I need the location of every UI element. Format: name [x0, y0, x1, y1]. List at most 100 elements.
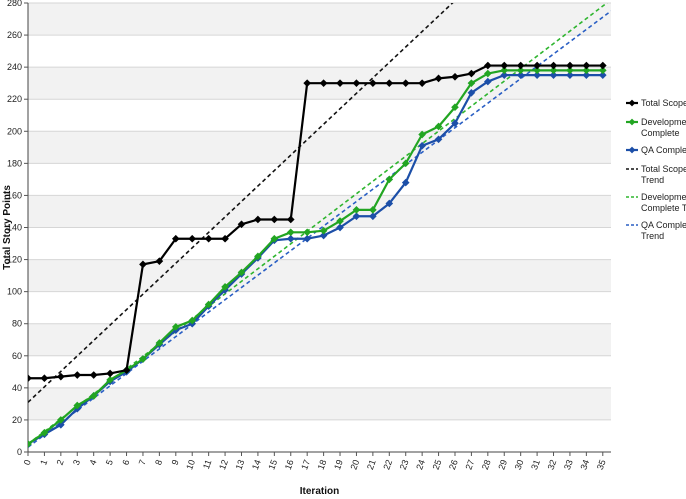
total-scope-point — [303, 79, 312, 88]
x-tick-label: 15 — [266, 458, 279, 471]
total-scope-point — [566, 61, 574, 70]
x-tick-label: 25 — [431, 458, 444, 471]
total-scope-point — [155, 257, 164, 265]
total-scope-point — [122, 366, 131, 375]
series-layer — [28, 3, 611, 448]
total-scope-point — [451, 72, 459, 81]
y-tick-label: 40 — [12, 383, 22, 393]
total-scope-point — [484, 61, 492, 70]
total-scope-point — [533, 61, 541, 70]
qa-complete-point — [352, 212, 361, 221]
development-complete-point — [566, 66, 574, 75]
legend-item-qa-complete: QA Complete — [626, 145, 686, 155]
qa-complete-point — [451, 119, 459, 128]
development-complete-point — [336, 217, 344, 225]
x-tick-label: 9 — [170, 458, 181, 466]
qa-complete-point — [516, 71, 525, 79]
x-tick-label: 33 — [562, 458, 575, 471]
y-tick-label: 260 — [7, 30, 22, 40]
x-tick-label: 23 — [398, 458, 411, 471]
legend-label: Trend — [641, 231, 664, 241]
development-complete-point — [369, 206, 377, 214]
x-tick-label: 18 — [316, 458, 329, 471]
total-scope-point — [369, 79, 377, 88]
development-complete-point — [221, 283, 229, 291]
plot-band — [28, 323, 611, 356]
y-tick-label: 80 — [12, 319, 22, 329]
qa-complete-point — [582, 71, 591, 79]
development-complete-point — [204, 300, 213, 309]
legend-item-total-scope: Total Scope — [626, 98, 686, 108]
x-tick-label: 1 — [38, 458, 49, 466]
legend-label: Complete — [641, 128, 680, 138]
y-axis-title: Total Story Points — [2, 185, 13, 270]
total-scope-point — [106, 369, 114, 378]
x-tick-label: 32 — [546, 458, 559, 471]
y-tick-label: 0 — [17, 447, 22, 457]
qa-complete-point — [484, 77, 492, 86]
development-complete-point — [582, 66, 591, 75]
development-complete-point — [237, 268, 246, 277]
x-tick-label: 31 — [529, 458, 542, 471]
qa-complete-point — [549, 71, 558, 79]
x-tick-label: 2 — [55, 458, 66, 466]
qa-complete-point — [57, 420, 65, 429]
x-tick-label: 8 — [153, 458, 164, 466]
y-tick-label: 120 — [7, 255, 22, 265]
x-tick-label: 30 — [513, 458, 526, 471]
development-complete-point — [598, 66, 607, 75]
total-scope-point — [401, 79, 410, 88]
qa-complete-point — [533, 71, 541, 79]
qa-complete-point — [500, 71, 509, 79]
development-complete-point — [106, 376, 114, 384]
total-scope-point — [319, 79, 328, 88]
legend-label: Complete Trend — [641, 203, 686, 213]
qa-complete-point — [385, 199, 394, 208]
development-complete-point — [254, 252, 262, 261]
development-complete-point — [171, 323, 180, 331]
development-complete-point — [533, 66, 541, 75]
development-complete-point — [434, 122, 443, 131]
legend-item-development-complete-trend: DevelopmentComplete Trend — [626, 192, 686, 213]
total-scope-point — [500, 61, 509, 70]
x-tick-label: 16 — [283, 458, 296, 471]
development-complete-point — [270, 234, 279, 243]
y-tick-label: 220 — [7, 94, 22, 104]
development-complete-point — [385, 175, 394, 184]
total-scope-point — [40, 374, 49, 383]
development-complete-point — [484, 69, 492, 78]
total-scope-series — [28, 61, 607, 383]
development-complete-point — [73, 401, 82, 410]
x-tick-label: 14 — [250, 458, 263, 471]
x-tick-label: 17 — [299, 458, 312, 471]
legend-label: Total Scope — [641, 164, 686, 174]
total-scope-point — [582, 61, 591, 70]
total-scope-point — [549, 61, 558, 70]
x-tick-label: 10 — [184, 458, 197, 471]
total-scope-point — [270, 215, 279, 224]
total-scope-point — [352, 79, 361, 88]
development-complete-point — [40, 428, 49, 437]
x-tick-label: 35 — [595, 458, 608, 471]
x-tick-label: 19 — [332, 458, 345, 471]
legend-marker — [628, 146, 636, 154]
y-tick-label: 280 — [7, 0, 22, 8]
qa-complete-point — [434, 135, 443, 144]
total-scope-point — [28, 374, 32, 383]
development-complete-point — [352, 206, 361, 214]
x-tick-label: 26 — [447, 458, 460, 471]
legend-marker — [628, 99, 636, 107]
development-complete-point — [139, 355, 147, 363]
qa-complete-point — [319, 231, 328, 240]
total-scope-point — [221, 234, 229, 243]
legend-marker — [628, 118, 636, 126]
plot-band — [28, 259, 611, 292]
development-complete-point — [549, 66, 558, 75]
x-tick-label: 28 — [480, 458, 493, 471]
total-scope-point — [434, 74, 443, 83]
development-complete-point — [319, 226, 328, 235]
y-axis-ticks: 0 20 40 60 80 100 120 140 160 180 200 220 240 260 280 — [7, 0, 28, 457]
total-scope-point — [188, 234, 197, 243]
